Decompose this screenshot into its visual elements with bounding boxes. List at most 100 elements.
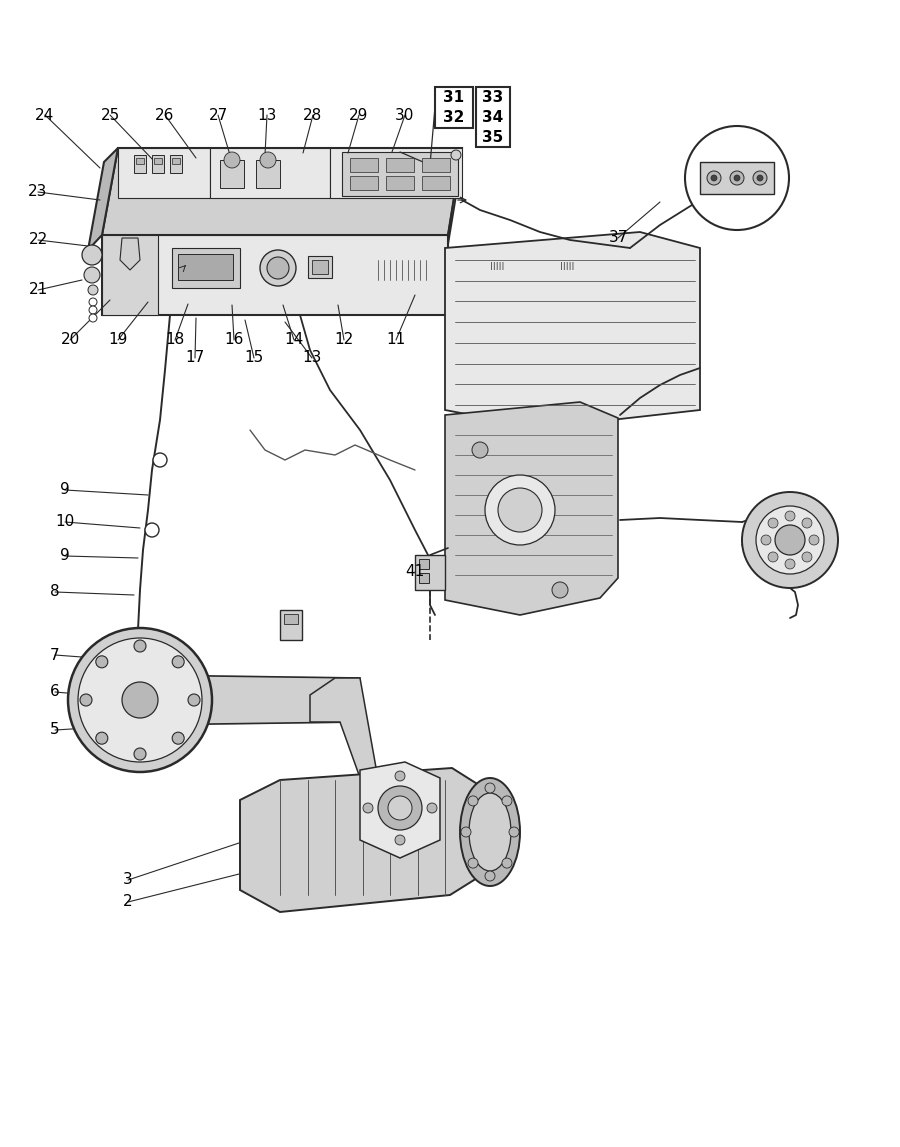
FancyBboxPatch shape — [308, 256, 332, 278]
Text: 31: 31 — [444, 89, 464, 104]
Circle shape — [502, 858, 512, 868]
Circle shape — [378, 786, 422, 830]
Polygon shape — [445, 232, 700, 428]
Polygon shape — [102, 148, 462, 235]
Text: 22: 22 — [29, 233, 48, 248]
FancyBboxPatch shape — [220, 159, 244, 188]
Circle shape — [485, 475, 555, 545]
Circle shape — [552, 582, 568, 598]
Circle shape — [122, 682, 158, 718]
Polygon shape — [445, 401, 618, 615]
Circle shape — [753, 171, 767, 185]
Polygon shape — [120, 237, 140, 270]
Text: 11: 11 — [386, 333, 406, 348]
FancyBboxPatch shape — [178, 253, 233, 280]
Circle shape — [89, 314, 97, 322]
FancyBboxPatch shape — [386, 175, 414, 190]
Text: 17: 17 — [185, 351, 204, 366]
Circle shape — [785, 512, 795, 521]
Circle shape — [172, 732, 184, 744]
FancyBboxPatch shape — [435, 87, 473, 128]
Circle shape — [761, 535, 771, 545]
Circle shape — [95, 656, 108, 668]
Text: 9: 9 — [60, 548, 70, 563]
Text: 41: 41 — [405, 564, 425, 579]
Polygon shape — [140, 674, 360, 725]
FancyBboxPatch shape — [419, 574, 429, 583]
Text: 32: 32 — [444, 109, 464, 125]
Circle shape — [357, 787, 393, 824]
FancyBboxPatch shape — [154, 158, 162, 164]
Text: 33: 33 — [482, 89, 504, 104]
Text: IIIII: IIIII — [560, 262, 574, 272]
FancyBboxPatch shape — [415, 555, 445, 590]
Text: 23: 23 — [28, 185, 48, 200]
Circle shape — [498, 487, 542, 532]
FancyBboxPatch shape — [419, 559, 429, 569]
Circle shape — [461, 827, 471, 837]
Circle shape — [502, 796, 512, 806]
Text: 8: 8 — [50, 585, 59, 600]
FancyBboxPatch shape — [350, 158, 378, 172]
Polygon shape — [102, 235, 448, 315]
Polygon shape — [210, 148, 330, 198]
Text: 29: 29 — [349, 108, 369, 123]
Text: 21: 21 — [29, 282, 48, 297]
Circle shape — [388, 796, 412, 820]
Polygon shape — [330, 148, 462, 198]
Circle shape — [395, 835, 405, 845]
Circle shape — [89, 298, 97, 306]
FancyBboxPatch shape — [256, 159, 280, 188]
Polygon shape — [240, 768, 490, 912]
Circle shape — [730, 171, 744, 185]
Circle shape — [757, 175, 763, 181]
FancyBboxPatch shape — [350, 175, 378, 190]
FancyBboxPatch shape — [386, 158, 414, 172]
FancyBboxPatch shape — [136, 158, 144, 164]
Circle shape — [267, 257, 289, 279]
Text: 30: 30 — [395, 108, 415, 123]
Text: 12: 12 — [335, 333, 354, 348]
Circle shape — [685, 126, 789, 231]
Polygon shape — [310, 678, 388, 807]
Text: 3: 3 — [123, 873, 133, 888]
Circle shape — [145, 523, 159, 537]
Circle shape — [134, 748, 146, 760]
FancyBboxPatch shape — [170, 155, 182, 173]
Text: 24: 24 — [35, 108, 55, 123]
Circle shape — [485, 871, 495, 881]
Circle shape — [707, 171, 721, 185]
Circle shape — [188, 694, 200, 707]
Circle shape — [68, 629, 212, 772]
FancyBboxPatch shape — [476, 87, 510, 147]
Circle shape — [485, 783, 495, 793]
Text: 28: 28 — [303, 108, 322, 123]
Ellipse shape — [469, 793, 511, 871]
Polygon shape — [448, 148, 462, 245]
Polygon shape — [88, 148, 118, 250]
FancyBboxPatch shape — [700, 162, 774, 194]
Circle shape — [768, 518, 778, 528]
Circle shape — [224, 153, 240, 167]
Circle shape — [172, 656, 184, 668]
Text: 10: 10 — [56, 515, 75, 530]
FancyBboxPatch shape — [422, 158, 450, 172]
Circle shape — [134, 640, 146, 651]
Polygon shape — [102, 235, 158, 315]
FancyBboxPatch shape — [422, 175, 450, 190]
Text: 15: 15 — [245, 351, 264, 366]
Circle shape — [395, 771, 405, 781]
Circle shape — [78, 638, 202, 762]
Text: 7: 7 — [50, 648, 59, 663]
FancyBboxPatch shape — [280, 610, 302, 640]
Circle shape — [756, 506, 824, 574]
Circle shape — [89, 306, 97, 314]
Circle shape — [82, 245, 102, 265]
Circle shape — [95, 732, 108, 744]
Circle shape — [509, 827, 519, 837]
Circle shape — [451, 150, 461, 159]
Text: 19: 19 — [108, 333, 128, 348]
Text: 35: 35 — [482, 131, 504, 146]
Text: 27: 27 — [209, 108, 228, 123]
Text: 20: 20 — [60, 333, 79, 348]
